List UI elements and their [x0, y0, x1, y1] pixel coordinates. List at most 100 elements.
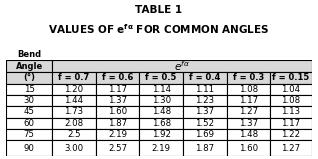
- Text: 1.23: 1.23: [195, 96, 214, 105]
- Bar: [183, 84, 227, 95]
- Text: 1.60: 1.60: [239, 144, 258, 153]
- Bar: [183, 95, 227, 106]
- Text: 1.14: 1.14: [152, 85, 171, 94]
- Bar: [270, 72, 312, 84]
- Bar: [139, 95, 183, 106]
- Bar: [52, 118, 96, 129]
- Text: 1.73: 1.73: [65, 107, 84, 117]
- Text: 1.22: 1.22: [281, 130, 301, 139]
- Text: 1.87: 1.87: [195, 144, 214, 153]
- Text: 1.60: 1.60: [108, 107, 127, 117]
- Text: 1.04: 1.04: [281, 85, 301, 94]
- Bar: [183, 118, 227, 129]
- Bar: [270, 84, 312, 95]
- Bar: [96, 140, 139, 156]
- Bar: [6, 129, 52, 140]
- Text: 1.48: 1.48: [152, 107, 171, 117]
- Text: 1.30: 1.30: [152, 96, 171, 105]
- Bar: [183, 106, 227, 118]
- Text: 2.19: 2.19: [108, 130, 127, 139]
- Bar: [139, 118, 183, 129]
- Text: 1.17: 1.17: [108, 85, 127, 94]
- Bar: [139, 72, 183, 84]
- Text: f = 0.5: f = 0.5: [146, 73, 177, 82]
- Bar: [183, 140, 227, 156]
- Text: Bend
Angle
(°): Bend Angle (°): [16, 51, 43, 82]
- Text: f = 0.4: f = 0.4: [189, 73, 220, 82]
- Bar: [270, 106, 312, 118]
- Text: f = 0.3: f = 0.3: [233, 73, 264, 82]
- Bar: [6, 118, 52, 129]
- Text: 90: 90: [24, 144, 35, 153]
- Bar: [183, 129, 227, 140]
- Text: 1.48: 1.48: [239, 130, 258, 139]
- Bar: [6, 95, 52, 106]
- Bar: [96, 118, 139, 129]
- Bar: [139, 140, 183, 156]
- Text: f = 0.6: f = 0.6: [102, 73, 133, 82]
- Text: 1.17: 1.17: [281, 119, 301, 128]
- Bar: [52, 84, 96, 95]
- Text: 1.11: 1.11: [195, 85, 214, 94]
- Bar: [6, 106, 52, 118]
- Text: 1.08: 1.08: [281, 96, 301, 105]
- Bar: [227, 72, 270, 84]
- Text: VALUES OF $\mathbf{e^{f\alpha}}$ FOR COMMON ANGLES: VALUES OF $\mathbf{e^{f\alpha}}$ FOR COM…: [48, 22, 270, 36]
- Text: 1.37: 1.37: [195, 107, 214, 117]
- Text: f = 0.7: f = 0.7: [58, 73, 90, 82]
- Text: 2.57: 2.57: [108, 144, 127, 153]
- Bar: [96, 129, 139, 140]
- Bar: [270, 140, 312, 156]
- Text: 1.17: 1.17: [239, 96, 258, 105]
- Bar: [270, 129, 312, 140]
- Bar: [96, 84, 139, 95]
- Text: 45: 45: [24, 107, 35, 117]
- Text: 3.00: 3.00: [65, 144, 84, 153]
- Text: 1.08: 1.08: [239, 85, 258, 94]
- Text: 1.20: 1.20: [65, 85, 84, 94]
- Text: 60: 60: [24, 119, 35, 128]
- Text: 1.27: 1.27: [281, 144, 301, 153]
- Text: 1.92: 1.92: [152, 130, 171, 139]
- Text: 1.27: 1.27: [239, 107, 258, 117]
- Bar: [6, 140, 52, 156]
- Bar: [270, 118, 312, 129]
- Bar: [6, 60, 52, 72]
- Bar: [270, 95, 312, 106]
- Bar: [6, 72, 52, 84]
- Bar: [227, 129, 270, 140]
- Text: 2.19: 2.19: [152, 144, 171, 153]
- Bar: [52, 106, 96, 118]
- Bar: [96, 106, 139, 118]
- Bar: [139, 106, 183, 118]
- Text: 2.5: 2.5: [67, 130, 81, 139]
- Text: 2.08: 2.08: [65, 119, 84, 128]
- Bar: [96, 95, 139, 106]
- Text: 15: 15: [24, 85, 35, 94]
- Text: 1.69: 1.69: [195, 130, 214, 139]
- Text: 1.13: 1.13: [281, 107, 301, 117]
- Text: 1.68: 1.68: [152, 119, 171, 128]
- Bar: [52, 60, 312, 72]
- Bar: [52, 72, 96, 84]
- Bar: [52, 95, 96, 106]
- Text: 1.52: 1.52: [195, 119, 214, 128]
- Text: TABLE 1: TABLE 1: [135, 5, 183, 15]
- Text: 30: 30: [24, 96, 35, 105]
- Bar: [52, 140, 96, 156]
- Text: 1.37: 1.37: [239, 119, 258, 128]
- Text: 75: 75: [24, 130, 35, 139]
- Bar: [52, 129, 96, 140]
- Text: 1.87: 1.87: [108, 119, 127, 128]
- Bar: [139, 84, 183, 95]
- Text: 1.37: 1.37: [108, 96, 127, 105]
- Bar: [6, 84, 52, 95]
- Bar: [227, 95, 270, 106]
- Bar: [227, 140, 270, 156]
- Text: $e^{f\alpha}$: $e^{f\alpha}$: [174, 59, 190, 73]
- Bar: [227, 118, 270, 129]
- Bar: [183, 72, 227, 84]
- Text: 1.44: 1.44: [65, 96, 84, 105]
- Text: f = 0.15: f = 0.15: [272, 73, 309, 82]
- Bar: [96, 72, 139, 84]
